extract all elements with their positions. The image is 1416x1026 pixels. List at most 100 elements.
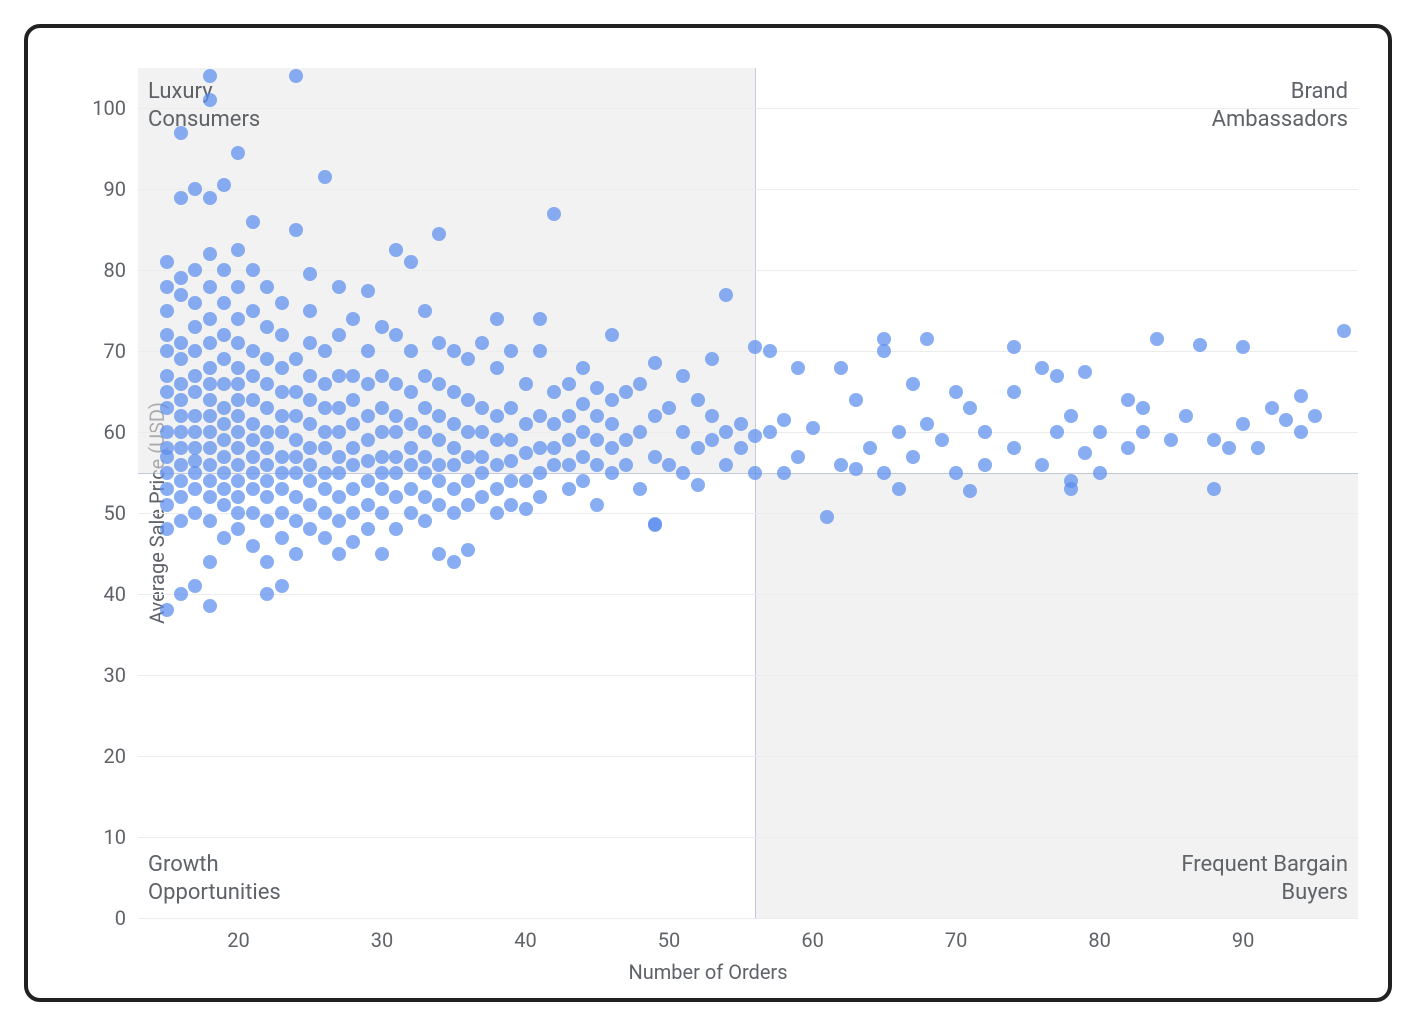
- scatter-point: [1007, 385, 1021, 399]
- scatter-point: [447, 417, 461, 431]
- scatter-point: [217, 466, 231, 480]
- scatter-point: [705, 433, 719, 447]
- scatter-point: [275, 482, 289, 496]
- scatter-point: [303, 304, 317, 318]
- scatter-point: [203, 69, 217, 83]
- y-tick-label: 100: [76, 96, 126, 120]
- scatter-point: [217, 482, 231, 496]
- scatter-point: [275, 506, 289, 520]
- scatter-point: [375, 466, 389, 480]
- scatter-point: [1179, 409, 1193, 423]
- scatter-point: [188, 506, 202, 520]
- scatter-point: [361, 284, 375, 298]
- scatter-point: [389, 409, 403, 423]
- x-tick-label: 70: [945, 928, 967, 952]
- scatter-point: [547, 417, 561, 431]
- scatter-point: [188, 425, 202, 439]
- scatter-point: [490, 361, 504, 375]
- scatter-point: [231, 490, 245, 504]
- scatter-point: [188, 441, 202, 455]
- scatter-point: [1294, 389, 1308, 403]
- scatter-point: [949, 385, 963, 399]
- x-tick-label: 40: [514, 928, 536, 952]
- scatter-point: [289, 352, 303, 366]
- scatter-point: [160, 425, 174, 439]
- scatter-point: [188, 579, 202, 593]
- scatter-point: [231, 458, 245, 472]
- y-tick-label: 40: [76, 582, 126, 606]
- gridline: [138, 756, 1358, 757]
- scatter-point: [576, 450, 590, 464]
- scatter-point: [461, 498, 475, 512]
- scatter-point: [174, 514, 188, 528]
- scatter-point: [361, 474, 375, 488]
- scatter-point: [332, 547, 346, 561]
- scatter-point: [188, 385, 202, 399]
- scatter-point: [246, 344, 260, 358]
- scatter-point: [605, 441, 619, 455]
- scatter-point: [404, 344, 418, 358]
- scatter-point: [375, 425, 389, 439]
- scatter-point: [332, 466, 346, 480]
- scatter-point: [1193, 338, 1207, 352]
- scatter-point: [719, 425, 733, 439]
- scatter-point: [562, 409, 576, 423]
- scatter-point: [260, 458, 274, 472]
- scatter-point: [648, 450, 662, 464]
- scatter-point: [375, 450, 389, 464]
- scatter-point: [418, 450, 432, 464]
- scatter-point: [447, 458, 461, 472]
- scatter-point: [1164, 433, 1178, 447]
- x-tick-label: 90: [1232, 928, 1254, 952]
- scatter-point: [633, 482, 647, 496]
- scatter-point: [1078, 365, 1092, 379]
- plot-area: Luxury Consumers Brand Ambassadors Growt…: [138, 68, 1358, 918]
- scatter-point: [432, 409, 446, 423]
- scatter-point: [361, 409, 375, 423]
- quadrant-label-line: Brand: [1291, 79, 1348, 104]
- scatter-point: [188, 466, 202, 480]
- scatter-point: [504, 401, 518, 415]
- scatter-point: [877, 344, 891, 358]
- scatter-point: [533, 466, 547, 480]
- scatter-point: [246, 215, 260, 229]
- scatter-point: [1121, 393, 1135, 407]
- scatter-point: [318, 531, 332, 545]
- scatter-point: [389, 522, 403, 536]
- scatter-point: [389, 328, 403, 342]
- quadrant-label-line: Consumers: [148, 107, 260, 132]
- scatter-point: [633, 425, 647, 439]
- scatter-point: [260, 587, 274, 601]
- scatter-point: [619, 458, 633, 472]
- scatter-point: [1337, 324, 1351, 338]
- scatter-point: [289, 466, 303, 480]
- scatter-point: [619, 385, 633, 399]
- scatter-point: [806, 421, 820, 435]
- scatter-point: [519, 474, 533, 488]
- scatter-point: [303, 474, 317, 488]
- plot-wrap: Average Sale Price (USD) Number of Order…: [28, 28, 1388, 998]
- scatter-point: [231, 474, 245, 488]
- scatter-point: [676, 425, 690, 439]
- scatter-point: [777, 413, 791, 427]
- scatter-point: [404, 482, 418, 496]
- y-tick-label: 0: [76, 906, 126, 930]
- y-tick-label: 80: [76, 258, 126, 282]
- scatter-point: [260, 280, 274, 294]
- scatter-point: [318, 441, 332, 455]
- scatter-point: [547, 441, 561, 455]
- scatter-point: [1294, 425, 1308, 439]
- scatter-point: [490, 458, 504, 472]
- scatter-point: [1050, 425, 1064, 439]
- scatter-point: [231, 393, 245, 407]
- scatter-point: [461, 450, 475, 464]
- scatter-point: [246, 263, 260, 277]
- scatter-point: [389, 490, 403, 504]
- gridline: [138, 108, 1358, 109]
- scatter-point: [375, 506, 389, 520]
- scatter-point: [203, 490, 217, 504]
- scatter-point: [1064, 409, 1078, 423]
- scatter-point: [1207, 482, 1221, 496]
- scatter-point: [475, 466, 489, 480]
- y-tick-label: 20: [76, 744, 126, 768]
